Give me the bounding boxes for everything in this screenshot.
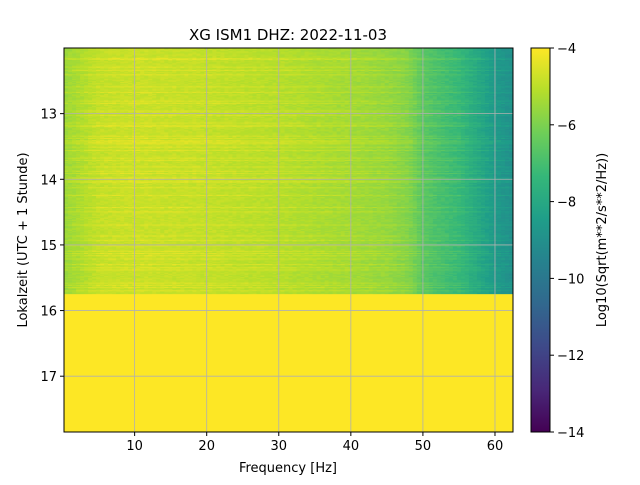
plot-area: [64, 48, 514, 432]
chart-title: XG ISM1 DHZ: 2022-11-03: [189, 26, 387, 44]
